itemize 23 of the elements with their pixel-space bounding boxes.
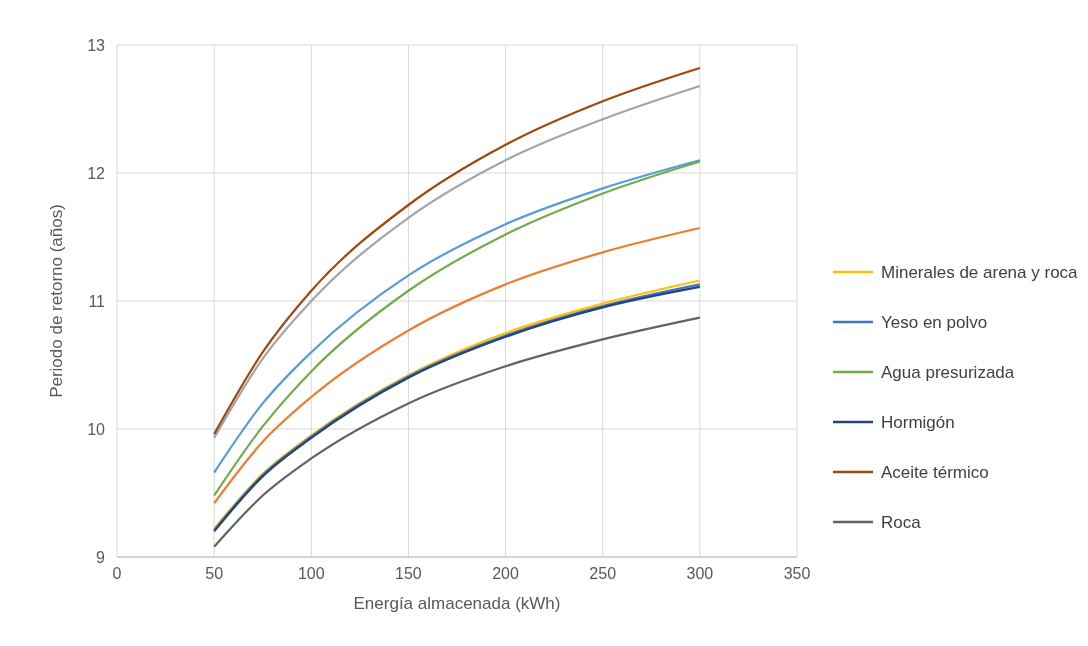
y-tick-label: 10 bbox=[87, 421, 106, 438]
legend-label: Yeso en polvo bbox=[881, 313, 988, 332]
y-tick-label: 12 bbox=[87, 165, 106, 182]
legend-label: Aceite térmico bbox=[881, 463, 989, 482]
x-tick-label: 100 bbox=[297, 565, 325, 582]
x-tick-label: 250 bbox=[589, 565, 617, 582]
legend-label: Roca bbox=[881, 513, 922, 532]
y-tick-label: 13 bbox=[87, 37, 106, 54]
y-tick-label: 9 bbox=[96, 549, 106, 566]
x-axis-title: Energía almacenada (kWh) bbox=[353, 594, 561, 613]
legend-label: Hormigón bbox=[881, 413, 955, 432]
legend-label: Minerales de arena y roca bbox=[881, 263, 1079, 282]
y-tick-label: 11 bbox=[88, 293, 106, 310]
x-tick-label: 150 bbox=[395, 565, 422, 582]
x-tick-label: 350 bbox=[783, 565, 811, 582]
line-series bbox=[213, 316, 701, 548]
x-tick-label: 50 bbox=[205, 565, 224, 582]
y-axis-title: Periodo de retorno (años) bbox=[47, 204, 66, 398]
x-tick-label: 200 bbox=[492, 565, 520, 582]
x-tick-label: 300 bbox=[686, 565, 714, 582]
line-series bbox=[213, 226, 701, 505]
x-tick-label: 0 bbox=[112, 565, 122, 582]
legend-label: Agua presurizada bbox=[881, 363, 1015, 382]
